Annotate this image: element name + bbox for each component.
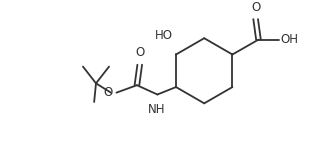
- Text: OH: OH: [281, 33, 299, 46]
- Text: O: O: [104, 86, 113, 99]
- Text: O: O: [135, 46, 144, 59]
- Text: O: O: [251, 1, 260, 14]
- Text: HO: HO: [155, 29, 173, 42]
- Text: NH: NH: [148, 103, 165, 116]
